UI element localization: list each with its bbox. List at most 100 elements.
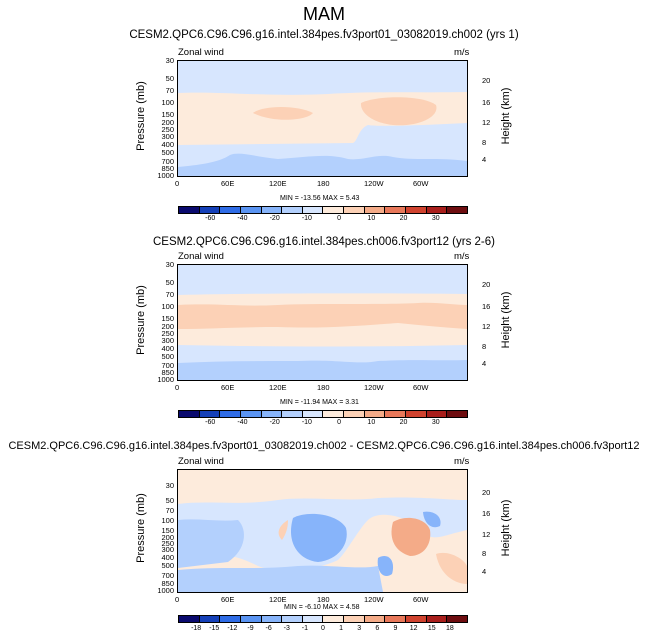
surface-easterly [178,153,467,176]
minmax-bottom: MIN = -6.10 MAX = 4.58 [284,604,360,611]
jet-core-left [253,107,313,120]
colorbar-swatch [364,207,386,213]
colorbar-label: -40 [237,419,248,426]
colorbar-swatch [385,616,407,622]
colorbar-top [178,206,468,214]
colorbar-swatch [344,411,365,417]
colorbar-swatch [385,207,407,213]
ytick: 150 [161,110,174,119]
ytick: 500 [161,352,174,361]
ytick: 200 [161,118,174,127]
colorbar-swatch [240,616,262,622]
panel-right-label-top: m/s [454,47,470,58]
xtick: 0 [175,179,180,188]
colorbar-swatch [406,616,427,622]
ytick: 1000 [157,171,174,180]
colorbar-label: 6 [375,625,380,632]
colorbar-label: 30 [431,215,440,222]
plot-area-middle [177,264,468,381]
colorbar-swatch [302,411,324,417]
ytick: 200 [161,322,174,331]
colorbar-swatch [302,616,324,622]
yaxis-bottom: 30 50 70 100 150 200 250 300 400 500 700… [140,469,174,595]
colorbar-swatch [344,616,365,622]
ylabel-middle: Pressure (mb) [135,285,147,355]
ylabel-top: Pressure (mb) [135,81,147,151]
colorbar-swatch [364,616,386,622]
neg-region-west [178,519,244,568]
colorbar-swatch [426,616,448,622]
xtick: 120E [269,383,287,392]
colorbar-swatch [282,207,303,213]
colorbar-bottom [178,615,468,623]
xtick: 180 [317,595,330,604]
y2tick: 16 [482,302,491,311]
ytick: 50 [165,496,174,505]
colorbar-swatch [447,207,467,213]
yaxis-middle: 30 50 70 100 150 200 250 300 400 500 700… [140,260,174,384]
colorbar-label: 10 [367,419,376,426]
y2tick: 4 [482,567,487,576]
y2label-bottom: Height (km) [500,499,512,557]
xtick: 0 [175,383,180,392]
ytick: 100 [161,302,174,311]
xtick: 120W [364,383,384,392]
xtick: 60E [221,179,235,188]
ytick: 70 [165,290,174,299]
colorbar-label: -12 [227,625,238,632]
panel-right-label-middle: m/s [454,251,470,262]
xtick: 60W [413,595,429,604]
jet-core [178,302,467,329]
colorbar-label: 18 [445,625,454,632]
ytick: 70 [165,506,174,515]
panel-left-label-bottom: Zonal wind [178,456,224,467]
colorbar-swatch [261,616,283,622]
ytick: 500 [161,148,174,157]
colorbar-swatch [220,411,241,417]
colorbar-labels-top: -60 -40 -20 -10 0 10 20 30 [178,215,468,225]
minmax-top: MIN = -13.56 MAX = 5.43 [280,195,360,202]
colorbar-label: 9 [393,625,398,632]
colorbar-swatch [220,207,241,213]
ytick: 300 [161,336,174,345]
panel-title-top: CESM2.QPC6.C96.C96.g16.intel.384pes.fv3p… [129,29,519,41]
colorbar-label: 3 [357,625,362,632]
colorbar-label: 12 [409,625,418,632]
plot-area-top [177,60,468,177]
colorbar-label: 20 [399,215,408,222]
colorbar-label: -10 [301,215,312,222]
panel-title-bottom: CESM2.QPC6.C96.C96.g16.intel.384pes.fv3p… [8,440,640,452]
ytick: 50 [165,74,174,83]
top-strip [178,470,467,482]
colorbar-swatch [282,616,303,622]
y2tick: 8 [482,342,487,351]
y2label-middle: Height (km) [500,291,512,349]
colorbar-label: 30 [431,419,440,426]
y2tick: 12 [482,530,491,539]
ytick: 850 [161,368,174,377]
y2tick: 8 [482,138,487,147]
colorbar-swatch [179,411,200,417]
neg-core-lower [377,555,394,577]
colorbar-label: 20 [399,419,408,426]
colorbar-label: -15 [209,625,220,632]
ytick: 1000 [157,586,174,595]
ytick: 700 [161,157,174,166]
ytick: 200 [161,533,174,542]
neg-core-east [423,511,441,528]
ytick: 100 [161,98,174,107]
y2axis-middle: 20 16 12 8 4 [472,264,492,381]
colorbar-label: -60 [205,419,216,426]
colorbar-labels-middle: -60 -40 -20 -10 0 10 20 30 [178,419,468,429]
ytick: 70 [165,86,174,95]
y2tick: 4 [482,155,487,164]
colorbar-swatch [199,411,221,417]
ytick: 250 [161,329,174,338]
y2axis-bottom: 20 16 12 8 4 [472,469,492,593]
colorbar-swatch [323,616,345,622]
ytick: 30 [165,260,174,269]
ytick: 500 [161,561,174,570]
y2tick: 16 [482,98,491,107]
xtick: 180 [317,383,330,392]
pos-core-east [391,517,431,556]
